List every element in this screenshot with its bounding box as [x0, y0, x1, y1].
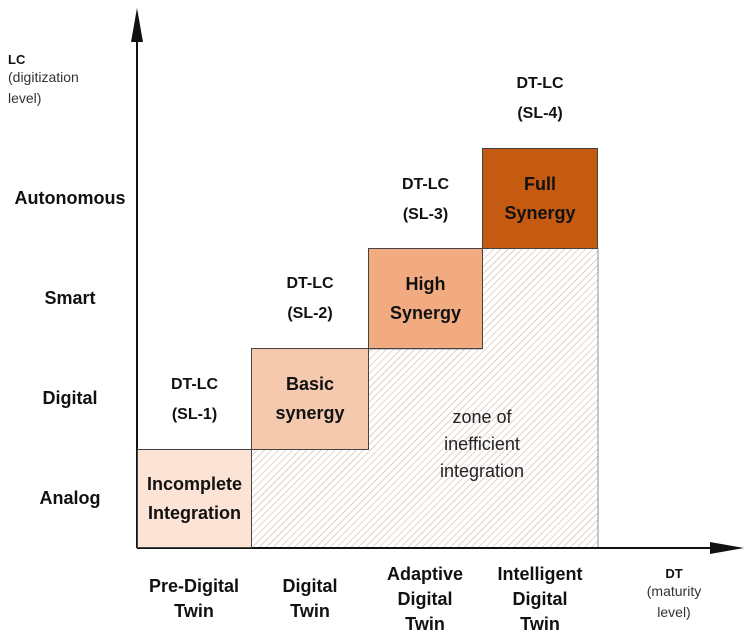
- box-basic-synergy: Basic synergy: [251, 348, 369, 450]
- box-line: High: [405, 273, 446, 294]
- x-level-digital-twin: Digital Twin: [252, 574, 368, 624]
- x-level-adaptive-digital-twin: Adaptive Digital Twin: [364, 562, 486, 637]
- zone-line: zone of: [452, 407, 512, 427]
- zone-line: inefficient: [444, 434, 520, 454]
- x-axis-arrowhead: [710, 542, 744, 554]
- synergy-label-sl1: DT-LC (SL-1): [137, 370, 252, 430]
- inefficient-zone-label: zone of inefficient integration: [380, 404, 584, 485]
- x-level-pre-digital-twin: Pre-Digital Twin: [132, 574, 256, 624]
- x-axis-title: DT: [665, 566, 683, 581]
- synergy-label-line: DT-LC: [170, 376, 219, 393]
- x-level-line: Intelligent: [497, 564, 583, 584]
- x-level-line: Pre-Digital: [148, 576, 240, 596]
- x-level-line: Twin: [520, 614, 560, 634]
- zone-line: integration: [439, 461, 525, 481]
- box-incomplete-integration: Incomplete Integration: [137, 449, 252, 548]
- box-line: Incomplete: [146, 473, 243, 494]
- box-line: synergy: [275, 403, 345, 423]
- synergy-label-sl2: DT-LC (SL-2): [251, 269, 369, 329]
- synergy-label-line: DT-LC: [401, 176, 450, 193]
- y-level-autonomous: Autonomous: [14, 188, 126, 208]
- box-line: Synergy: [504, 202, 576, 223]
- x-level-line: Digital: [282, 576, 338, 596]
- box-full-synergy: Full Synergy: [482, 148, 598, 249]
- y-level-analog: Analog: [39, 488, 101, 508]
- x-axis-title-block: DT (maturity level): [632, 566, 716, 623]
- x-level-line: Adaptive: [386, 564, 464, 584]
- synergy-label-line: (SL-3): [402, 206, 449, 223]
- x-axis-subtitle-line2: level): [657, 604, 691, 620]
- box-line: Integration: [148, 502, 241, 523]
- y-axis-subtitle-line2: level): [8, 90, 42, 106]
- synergy-label-line: (SL-4): [517, 105, 563, 122]
- x-axis-subtitle-line1: (maturity: [646, 583, 702, 599]
- y-level-digital: Digital: [42, 388, 98, 408]
- x-level-intelligent-digital-twin: Intelligent Digital Twin: [476, 562, 604, 637]
- x-level-line: Twin: [290, 601, 330, 621]
- y-axis-subtitle-line1: (digitization: [8, 69, 79, 85]
- synergy-label-sl4: DT-LC (SL-4): [482, 69, 598, 129]
- y-axis-title-block: LC (digitization level): [8, 52, 79, 109]
- box-line: Synergy: [389, 302, 462, 323]
- x-level-line: Twin: [174, 601, 214, 621]
- box-line: Basic: [285, 374, 335, 394]
- synergy-label-sl3: DT-LC (SL-3): [368, 170, 483, 230]
- box-line: Full: [523, 173, 556, 194]
- x-level-line: Digital: [512, 589, 568, 609]
- synergy-label-line: DT-LC: [286, 275, 334, 292]
- y-axis-arrowhead: [131, 8, 143, 42]
- box-high-synergy: High Synergy: [368, 248, 483, 349]
- x-level-line: Twin: [405, 614, 445, 634]
- y-axis-title: LC: [8, 52, 26, 67]
- synergy-label-line: (SL-1): [171, 406, 218, 423]
- synergy-label-line: DT-LC: [516, 75, 564, 92]
- x-level-line: Digital: [397, 589, 453, 609]
- synergy-label-line: (SL-2): [287, 305, 333, 322]
- y-level-smart: Smart: [44, 288, 96, 308]
